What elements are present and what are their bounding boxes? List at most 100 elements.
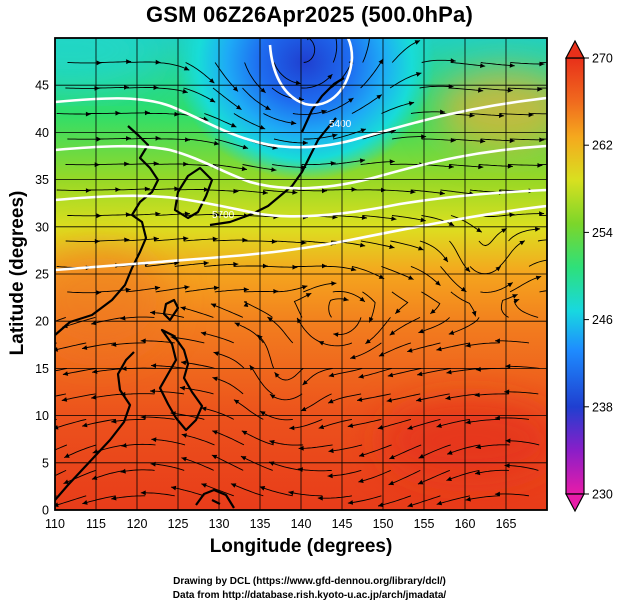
- streamline-224: [124, 162, 159, 165]
- stream-arrow-214: [351, 187, 357, 192]
- stream-arrow-45: [328, 448, 334, 454]
- stream-arrow-71: [91, 394, 97, 400]
- stream-arrow-16: [465, 496, 471, 502]
- stream-arrow-105: [82, 345, 88, 350]
- stream-arrow-84: [474, 392, 480, 398]
- stream-arrow-185: [501, 228, 507, 233]
- stream-arrow-199: [420, 217, 426, 223]
- stream-arrow-230: [330, 161, 336, 166]
- stream-arrow-248: [360, 128, 366, 133]
- streamline-211: [233, 189, 268, 194]
- streamline-283: [360, 58, 384, 89]
- cold-low: [55, 38, 435, 180]
- streamline-32: [446, 469, 480, 481]
- streamline-99: [416, 367, 451, 376]
- stream-arrow-46: [359, 452, 365, 457]
- stream-arrow-174: [183, 236, 189, 241]
- stream-arrow-76: [249, 365, 255, 371]
- stream-arrow-304: [509, 63, 515, 68]
- streamline-150: [450, 291, 476, 317]
- stream-arrow-253: [509, 138, 515, 144]
- streamline-268: [410, 111, 446, 114]
- stream-arrow-159: [233, 261, 239, 267]
- stream-arrow-283: [378, 58, 384, 65]
- streamline-111: [267, 316, 294, 344]
- streamline-240: [96, 137, 132, 140]
- stream-arrow-67: [465, 419, 471, 425]
- stream-arrow-189: [125, 212, 131, 217]
- height-contour-5700: [55, 188, 547, 218]
- stream-arrow-129: [343, 296, 349, 302]
- stream-arrow-239: [96, 136, 102, 142]
- streamline-173: [124, 238, 159, 242]
- streamline-295: [214, 62, 239, 92]
- stream-arrow-231: [359, 158, 366, 164]
- streamline-159: [204, 263, 239, 267]
- streamline-246: [273, 138, 308, 144]
- stream-arrow-173: [153, 236, 159, 242]
- streamline-1: [55, 495, 57, 497]
- stream-arrow-242: [184, 137, 190, 142]
- stream-arrow-178: [301, 240, 307, 245]
- streamline-163: [322, 265, 357, 271]
- streamline-35: [55, 444, 68, 451]
- streamline-30: [388, 469, 421, 486]
- stream-arrow-287: [507, 87, 513, 93]
- streamline-23: [181, 457, 214, 471]
- streamline-9: [259, 486, 293, 497]
- stream-arrow-290: [96, 60, 102, 66]
- stream-arrow-279: [265, 105, 271, 110]
- streamline-70: [61, 393, 96, 401]
- stream-arrow-302: [450, 58, 456, 63]
- stream-arrow-27: [297, 467, 303, 472]
- stream-arrow-210: [233, 188, 239, 194]
- streamline-28: [327, 469, 362, 477]
- contour-label-5400: 5400: [329, 119, 352, 130]
- stream-arrow-294: [209, 78, 215, 84]
- stream-arrow-176: [242, 237, 248, 243]
- streamline-46: [358, 444, 392, 457]
- stream-arrow-208: [174, 186, 180, 192]
- streamline-34: [504, 465, 539, 471]
- stream-arrow-181: [389, 244, 395, 249]
- stream-arrow-288: [537, 86, 543, 92]
- stream-arrow-80: [357, 397, 363, 402]
- stream-arrow-13: [378, 502, 384, 508]
- streamline-280: [271, 87, 304, 101]
- y-tick-15: 15: [35, 362, 49, 376]
- streamline-74: [179, 387, 214, 395]
- stream-arrow-177: [271, 239, 277, 244]
- streamline-45: [328, 444, 363, 452]
- stream-arrow-202: [509, 212, 515, 218]
- stream-arrow-73: [150, 388, 155, 394]
- stream-arrow-59: [233, 399, 240, 405]
- stream-arrow-117: [436, 346, 442, 352]
- streamline-86: [55, 367, 68, 372]
- streamline-151: [480, 282, 514, 293]
- streamline-16: [465, 495, 500, 501]
- stream-arrow-92: [213, 351, 219, 356]
- temperature-field: [55, 38, 547, 510]
- stream-arrow-247: [332, 133, 338, 139]
- streamline-144: [273, 285, 308, 293]
- streamline-305: [510, 62, 545, 65]
- stream-arrow-276: [182, 88, 188, 94]
- stream-arrow-295: [232, 86, 238, 92]
- stream-arrow-19: [63, 479, 69, 484]
- streamline-71: [91, 393, 126, 399]
- stream-arrow-34: [504, 463, 510, 468]
- streamline-83: [445, 393, 480, 400]
- streamline-228: [242, 164, 277, 171]
- stream-arrow-119: [495, 338, 500, 344]
- streamline-287: [478, 87, 513, 92]
- stream-arrow-267: [408, 101, 415, 106]
- colorbar-tick-254: 254: [592, 226, 613, 240]
- stream-arrow-118: [465, 342, 471, 348]
- stream-arrow-161: [292, 264, 298, 270]
- streamline-203: [510, 213, 545, 216]
- stream-arrow-54: [82, 422, 88, 428]
- stream-arrow-15: [436, 500, 443, 506]
- streamline-152: [509, 275, 542, 293]
- streamline-160: [233, 265, 268, 267]
- stream-arrow-4: [111, 495, 117, 501]
